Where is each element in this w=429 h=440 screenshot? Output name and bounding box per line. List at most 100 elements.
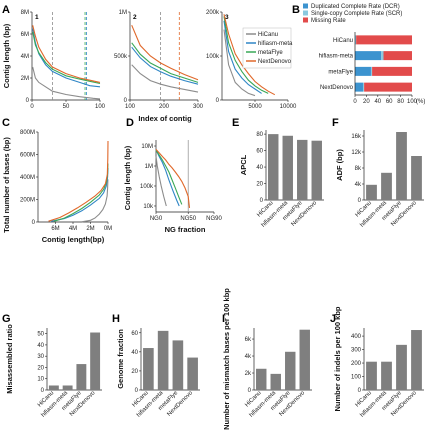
panel-h-ytick-label: 40 (131, 350, 138, 356)
panel-label-b: B (292, 4, 300, 16)
panel-i-ytick-label: 2k (245, 371, 252, 377)
panel-e-y-axis-label: APCL (239, 154, 248, 175)
panel-a1-ytick-label: 6M (21, 32, 29, 38)
panel-a3-ytick-label: 100k (206, 54, 220, 60)
panel-b-legend-label: Duplicated Complete Rate (DCR) (311, 4, 400, 10)
panel-g-bar (90, 332, 101, 390)
panel-a3-xtick-label: 10000 (280, 104, 297, 110)
panel-f-ytick-label: 4k (355, 182, 362, 188)
panel-a-line-hicanu (32, 66, 101, 100)
panel-b-category-label: HiCanu (333, 38, 353, 44)
panel-a2-ytick-label: 1M (119, 10, 127, 16)
panel-f-bar (396, 132, 407, 200)
panel-label-h: H (112, 313, 120, 325)
panel-e-ytick-label: 60 (256, 149, 263, 155)
panel-j: 0100200300400HiCanuhifiasm-metametaFlyeN… (333, 306, 424, 419)
panel-b-legend-label: Single-copy Complete Rate (SCR) (311, 11, 402, 17)
panel-e: 020406080HiCanuhifiasm-metametaFlyeNextD… (239, 130, 324, 229)
panel-g-y-axis-label: Misassembled ratio (5, 324, 14, 394)
panel-h: 0204060HiCanuhifiasm-metametaFlyeNextDen… (116, 328, 200, 419)
panel-f-ytick-label: 12k (351, 150, 362, 156)
panel-f-y-axis-label: ADF (bp) (335, 149, 344, 181)
panel-d-ytick-label: 100k (140, 184, 154, 190)
panel-b-bar-segment (355, 82, 363, 92)
panel-a-line-hifiasm-meta (223, 20, 262, 94)
panel-b-bar-segment (383, 51, 412, 61)
panel-b-x-unit: (%) (416, 99, 425, 105)
panel-b-bar-segment (364, 82, 412, 92)
panel-j-ytick-label: 0 (358, 388, 362, 394)
panel-a-subplot-number: 3 (225, 14, 229, 21)
panel-a-line-hicanu (223, 29, 256, 97)
panel-c-ytick-label: 0 (32, 220, 36, 226)
panel-a2-xtick-label: 100 (125, 104, 136, 110)
panel-label-a: A (2, 4, 10, 16)
panel-b-legend-swatch (303, 10, 308, 16)
panel-f-ytick-label: 0 (358, 198, 362, 204)
panel-a-subplot-number: 1 (35, 14, 39, 21)
panel-a-subplot-2: 0 500k 1M 100 200 300 2 (114, 10, 204, 110)
panel-a-line-nextdenovo (223, 14, 276, 96)
panel-g-ytick-label: 0 (41, 388, 45, 394)
panel-c-ytick-label: 600M (20, 153, 35, 159)
panel-a1-ytick-label: 2M (21, 76, 29, 82)
panel-h-bar (172, 340, 184, 390)
panel-e-ytick-label: 0 (260, 198, 264, 204)
panel-a-y-axis-label: Contig length (bp) (2, 23, 11, 88)
panel-f-bar (411, 156, 422, 200)
panel-e-ytick-label: 80 (256, 132, 263, 138)
panel-a-line-metaflye (131, 42, 199, 83)
panel-b-bar-segment (355, 51, 382, 61)
panel-c-xtick-label: 2M (86, 226, 94, 232)
panel-i-ytick-label: 6k (245, 337, 252, 343)
panel-a-line-nextdenovo (131, 24, 199, 81)
panel-a2-xtick-label: 200 (159, 104, 170, 110)
panel-b-bar-segment (381, 51, 384, 61)
panel-d-ytick-label: 10M (141, 144, 153, 150)
panel-i-bar (285, 351, 296, 390)
panel-h-bar (187, 357, 198, 390)
panel-a-legend-label: HiCanu (258, 32, 278, 38)
panel-h-ytick-label: 20 (131, 369, 138, 375)
panel-e-bar (297, 139, 308, 200)
panel-label-j: J (330, 313, 336, 325)
panel-g-ytick-label: 20 (37, 365, 44, 371)
panel-a1-xtick-label: 50 (63, 104, 70, 110)
panel-h-ytick-label: 0 (135, 388, 139, 394)
panel-e-bar (311, 140, 322, 200)
panel-f-bar (366, 184, 377, 200)
panel-c-ytick-label: 400M (20, 175, 35, 181)
panel-a3-ytick-label: 200k (206, 10, 220, 16)
panel-g-bar (48, 385, 59, 390)
panel-g: 01020304050HiCanuhifiasm-metametaFlyeNex… (5, 324, 102, 419)
panel-d-ytick-label: 10k (143, 204, 154, 210)
panel-d-x-axis-label: NG fraction (165, 225, 206, 234)
panel-j-ytick-label: 100 (351, 375, 362, 381)
panel-c-x-axis-label: Contig length(bp) (42, 235, 105, 244)
panel-j-y-axis-label: Number of indels per 100 kbp (333, 306, 342, 411)
panel-d-y-axis-label: Contig length (bp) (123, 145, 132, 210)
panel-a-subplot-1: 0 2M 4M 6M 8M 0 50 100 1 (21, 10, 106, 110)
panel-c-xtick-label: 0M (104, 226, 112, 232)
panel-d-xtick-label: NG90 (206, 216, 222, 222)
panel-g-ytick-label: 30 (37, 354, 44, 360)
panel-a2-xtick-label: 300 (193, 104, 204, 110)
panel-d-xtick-label: NG50 (180, 216, 196, 222)
panel-j-ytick-label: 300 (351, 348, 362, 354)
panel-b-xtick-label: 0 (353, 99, 357, 105)
panel-b-legend-label: Missing Rate (311, 18, 346, 24)
panel-g-ytick-label: 50 (37, 332, 44, 338)
panel-a-legend-label: hifiasm-meta (258, 41, 293, 47)
panel-g-bar (76, 364, 87, 390)
panel-label-g: G (2, 313, 11, 325)
panel-c: 0 200M 400M 600M 800M 6M 4M 2M 0M Contig length(b… (2, 130, 112, 244)
panel-b-xtick-label: 20 (363, 99, 370, 105)
panel-d-line-hicanu (155, 156, 167, 207)
panel-e-bar (282, 135, 293, 200)
panel-c-ytick-label: 200M (20, 198, 35, 204)
panel-j-bar (411, 330, 422, 390)
panel-h-y-axis-label: Genome fraction (116, 329, 125, 389)
panel-i-ytick-label: 0 (248, 388, 252, 394)
panel-f-ytick-label: 16k (351, 134, 362, 140)
panel-a-line-nextdenovo (32, 25, 101, 83)
